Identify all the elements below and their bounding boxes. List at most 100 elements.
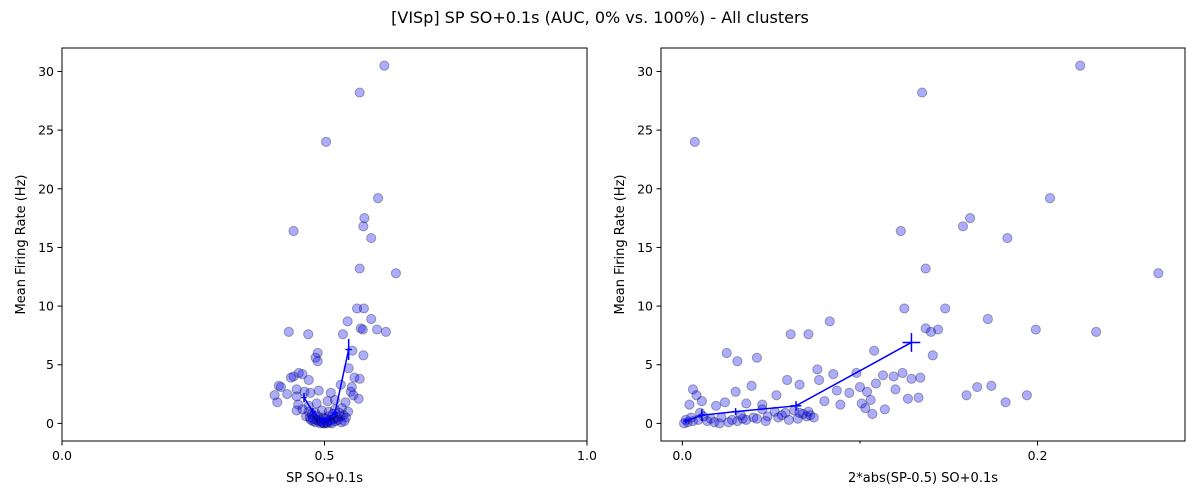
data-point: [687, 384, 699, 395]
data-point: [897, 367, 908, 379]
data-layer: [678, 60, 1164, 429]
data-point: [824, 316, 835, 327]
data-point: [354, 373, 365, 384]
data-point: [751, 413, 763, 424]
data-point: [986, 380, 997, 391]
data-point: [345, 386, 356, 397]
data-point: [354, 87, 365, 98]
data-point: [1075, 60, 1086, 71]
data-point: [762, 411, 773, 422]
data-point: [297, 369, 308, 380]
data-point: [380, 326, 392, 337]
data-point: [316, 405, 327, 416]
data-point: [895, 225, 906, 237]
data-point: [304, 412, 315, 423]
data-point: [305, 387, 316, 398]
data-point: [877, 370, 889, 381]
data-point: [780, 407, 791, 418]
data-point: [349, 372, 360, 383]
data-point: [689, 136, 700, 147]
data-point: [794, 379, 805, 390]
data-point: [303, 329, 314, 340]
data-point: [355, 323, 366, 334]
data-point: [888, 371, 899, 382]
data-point: [353, 393, 364, 404]
data-point: [333, 414, 344, 425]
data-point: [925, 326, 937, 337]
data-point: [906, 373, 917, 384]
data-point: [723, 417, 734, 428]
data-point: [917, 87, 928, 98]
y-tick-label: 5: [645, 357, 653, 372]
data-point: [792, 413, 803, 424]
data-point: [751, 352, 763, 363]
data-point: [803, 406, 814, 417]
data-point: [865, 394, 876, 406]
data-point: [303, 374, 314, 386]
data-point: [982, 313, 993, 325]
data-point: [275, 381, 287, 393]
data-point: [769, 406, 780, 417]
data-point: [337, 329, 348, 340]
data-point: [902, 393, 914, 404]
right-scatter-plot: 0.0 0.2 0 5 10 15 20 25 30 2*abs(SP-0.5) SO+0.1s M…: [613, 47, 1186, 486]
y-tick-label: 30: [38, 64, 54, 79]
figure-title: [VISp] SP SO+0.1s (AUC, 0% vs. 100%) - A…: [391, 8, 809, 27]
data-point: [961, 390, 972, 401]
x-axis-label: SP SO+0.1s: [286, 471, 363, 486]
data-point: [310, 417, 321, 428]
data-point: [1000, 397, 1011, 408]
data-point: [359, 213, 370, 224]
data-point: [1021, 390, 1033, 401]
data-point: [684, 399, 695, 410]
y-tick-label: 10: [637, 299, 653, 314]
data-point: [1030, 324, 1041, 335]
axes-frame: [61, 47, 588, 442]
data-point: [831, 385, 842, 396]
data-point: [805, 410, 816, 421]
data-point: [803, 329, 814, 340]
x-tick-label: 1.0: [577, 448, 597, 463]
data-point: [870, 378, 882, 389]
data-point: [783, 414, 794, 425]
data-point: [339, 415, 350, 427]
y-tick-label: 20: [637, 181, 653, 196]
data-point: [358, 350, 369, 361]
data-point: [741, 414, 752, 425]
data-point: [741, 398, 752, 409]
axes-frame: [660, 47, 1186, 442]
data-point: [354, 263, 365, 274]
data-point: [1153, 268, 1164, 279]
data-point: [869, 345, 880, 356]
data-point: [305, 414, 316, 425]
data-point: [322, 396, 333, 407]
data-point: [867, 408, 878, 420]
data-point: [340, 397, 351, 408]
data-point: [390, 268, 401, 279]
data-point: [348, 390, 359, 401]
data-point: [890, 384, 901, 395]
data-point: [293, 367, 304, 379]
y-tick-label: 0: [46, 416, 54, 431]
data-point: [323, 406, 334, 417]
x-tick-label: 0.5: [315, 448, 335, 463]
data-point: [856, 398, 867, 409]
data-point: [920, 323, 931, 334]
y-tick-label: 15: [637, 240, 653, 255]
data-point: [336, 403, 347, 414]
y-axis-label: Mean Firing Rate (Hz): [613, 175, 628, 315]
data-point: [702, 415, 713, 427]
data-point: [357, 324, 368, 335]
data-point: [879, 404, 890, 415]
data-point: [794, 407, 805, 418]
data-point: [957, 221, 969, 232]
data-layer: [269, 60, 401, 429]
data-point: [730, 386, 741, 397]
data-point: [338, 410, 349, 421]
data-point: [714, 418, 725, 429]
data-point: [913, 392, 924, 403]
data-point: [696, 396, 707, 407]
data-point: [1044, 193, 1056, 204]
data-point: [326, 418, 337, 429]
